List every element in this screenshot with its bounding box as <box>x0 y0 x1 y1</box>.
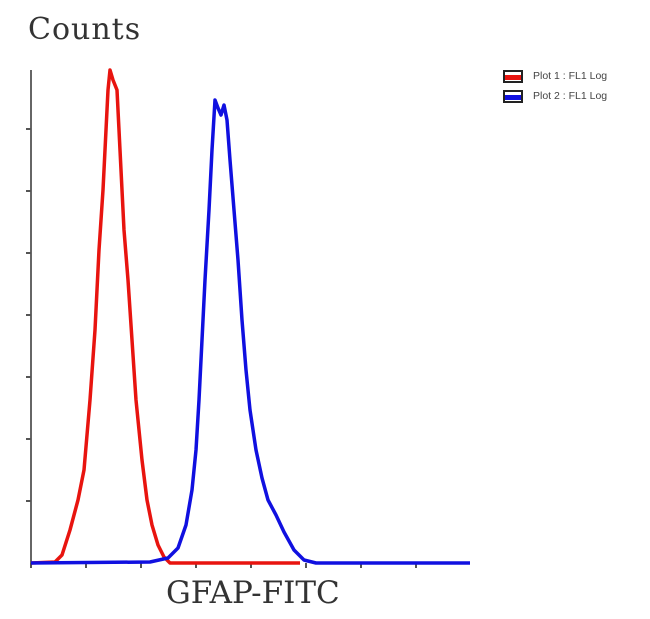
legend-item-plot2: Plot 2 : FL1 Log <box>503 86 607 106</box>
legend: Plot 1 : FL1 Log Plot 2 : FL1 Log <box>503 66 607 106</box>
x-axis-label: GFAP-FITC <box>166 575 340 611</box>
legend-label: Plot 1 : FL1 Log <box>533 70 608 82</box>
y-axis-label: Counts <box>28 12 142 47</box>
legend-item-plot1: Plot 1 : FL1 Log <box>503 66 607 86</box>
legend-label: Plot 2 : FL1 Log <box>533 90 608 102</box>
series-plot1-red-curve <box>30 68 300 565</box>
series-plot2-blue-curve <box>30 98 470 565</box>
blue-swatch-icon <box>503 89 523 103</box>
red-swatch-icon <box>503 69 523 83</box>
y-axis <box>26 70 32 564</box>
